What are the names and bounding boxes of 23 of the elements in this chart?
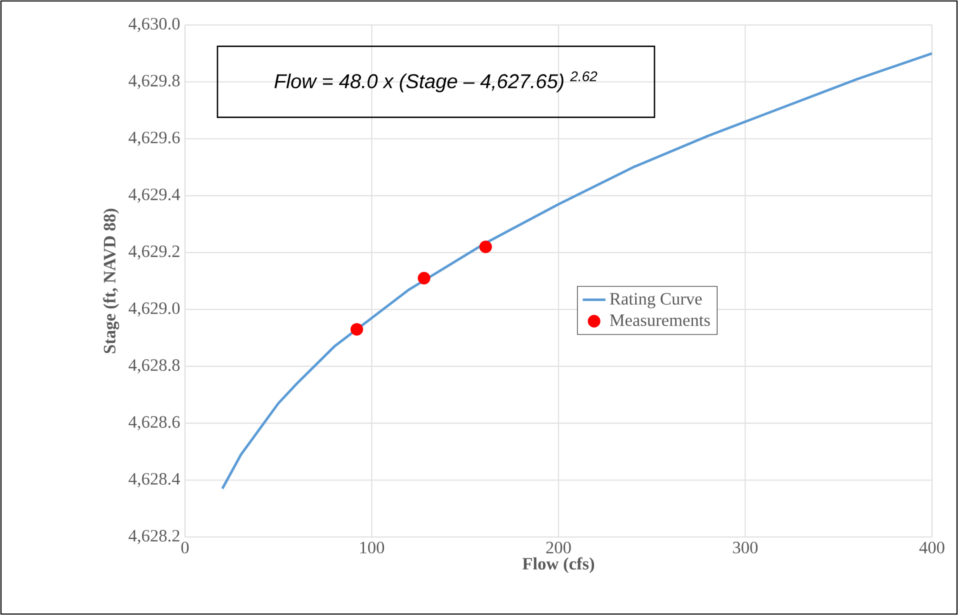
y-tick-label: 4,629.6: [128, 132, 180, 146]
y-tick-label: 4,628.8: [128, 359, 180, 374]
point: [350, 323, 364, 336]
legend-label: Measurements: [610, 314, 710, 326]
x-tick-label: 0: [181, 542, 189, 554]
legend-label: Rating Curve: [610, 293, 702, 308]
x-tick-label: 200: [546, 542, 571, 554]
point: [418, 272, 430, 284]
y-axis-title: Stage (ft, NAVD 88): [103, 208, 120, 354]
y-tick-label: 4,629.0: [128, 302, 180, 317]
y-tick-label: 4,629.2: [128, 245, 180, 260]
x-axis-title: Flow (cfs): [522, 557, 594, 574]
y-tick-label: 4,629.4: [128, 188, 180, 203]
point: [479, 240, 492, 254]
y-tick-label: 4,628.6: [128, 416, 180, 430]
x-tick-label: 300: [733, 542, 758, 554]
y-tick-label: 4,628.2: [128, 530, 180, 544]
x-tick-label: 400: [919, 542, 944, 554]
y-tick-label: 4,630.0: [128, 18, 180, 32]
y-tick-label: 4,629.8: [128, 74, 180, 89]
y-tick-label: 4,628.4: [128, 473, 180, 488]
annotation: Flow = 48.0 x (Stage – 4,627.65) $^{2.62}$: [274, 71, 598, 92]
x-tick-label: 100: [360, 542, 384, 554]
